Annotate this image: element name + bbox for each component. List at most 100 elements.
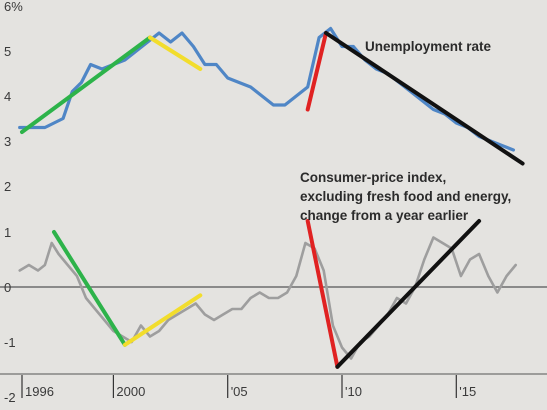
- x-tick-label: '10: [345, 384, 362, 399]
- unemployment-series-point: [53, 122, 55, 124]
- cpi-series-point: [176, 313, 179, 316]
- cpi-series-point: [57, 253, 60, 255]
- cpi-series-point: [103, 319, 106, 321]
- unemployment-series-point: [135, 50, 138, 52]
- unemployment-series-point: [18, 126, 21, 129]
- unemployment-series-point: [318, 36, 320, 39]
- unemployment-annotation-line: [148, 35, 203, 71]
- unemployment-series-point: [306, 86, 309, 88]
- unemployment-title: Unemployment rate: [365, 39, 492, 54]
- unemployment-series-point: [226, 77, 229, 79]
- cpi-series-point: [140, 324, 142, 327]
- unemployment-series-point: [421, 99, 423, 102]
- cpi-series-point: [76, 275, 78, 277]
- unemployment-series-point: [101, 68, 103, 70]
- cpi-series-point: [222, 313, 225, 316]
- unemployment-y-tick-label: 6%: [4, 0, 23, 14]
- cpi-series-point: [18, 269, 21, 272]
- cpi-y-tick-label: -1: [4, 335, 16, 350]
- unemployment-series-point: [89, 63, 92, 66]
- cpi-series-point: [231, 308, 234, 310]
- cpi-series-point: [423, 258, 426, 261]
- unemployment-series-point: [158, 32, 161, 34]
- unemployment-series-point: [329, 27, 332, 30]
- cpi-series-point: [167, 319, 170, 321]
- cpi-series-point: [332, 324, 334, 327]
- cpi-series-point: [496, 291, 499, 294]
- unemployment-series-point: [80, 81, 83, 84]
- cpi-series-point: [204, 313, 206, 316]
- unemployment-series-point: [32, 126, 35, 129]
- cpi-series-line: [18, 236, 518, 360]
- cpi-series-point: [304, 242, 307, 244]
- cpi-series-point: [249, 297, 252, 299]
- cpi-series-point: [405, 302, 407, 305]
- cpi-series-point: [514, 264, 517, 266]
- cpi-series-point: [322, 269, 325, 272]
- unemployment-y-tick-label: 5: [4, 44, 11, 59]
- unemployment-series-point: [204, 63, 206, 66]
- cpi-series-point: [487, 275, 490, 277]
- unemployment-series-point: [432, 108, 435, 111]
- cpi-series-point: [258, 291, 261, 294]
- cpi-series-point: [213, 319, 215, 321]
- cpi-series-point: [37, 269, 39, 272]
- cpi-series-point: [66, 264, 69, 266]
- unemployment-series-point: [272, 104, 275, 106]
- cpi-series-point: [194, 302, 197, 305]
- unemployment-series-point: [295, 95, 298, 97]
- unemployment-series-point: [215, 63, 218, 66]
- unemployment-y-tick-label: 2: [4, 179, 11, 194]
- cpi-annotation-line: [305, 219, 340, 369]
- unemployment-series-point: [352, 45, 355, 48]
- x-tick-label: '05: [231, 384, 248, 399]
- cpi-series-point: [268, 297, 270, 299]
- cpi-series-point: [85, 297, 87, 299]
- cpi-series-point: [341, 346, 343, 349]
- unemployment-series-point: [284, 104, 286, 106]
- unemployment-series-point: [44, 126, 46, 129]
- cpi-title-line-3: change from a year earlier: [300, 208, 469, 223]
- cpi-series-point: [28, 264, 30, 266]
- cpi-series-point: [240, 308, 243, 310]
- cpi-series-point: [460, 275, 462, 277]
- cpi-series-point: [478, 253, 480, 255]
- cpi-series-point: [441, 242, 444, 244]
- unemployment-series-point: [181, 32, 183, 34]
- cpi-series-point: [505, 275, 508, 277]
- cpi-series-point: [286, 291, 288, 294]
- unemployment-series-point: [249, 86, 252, 88]
- tick-layer: 6% 5 4 3 2 1 0 -1 -2 1996 2000 '05 '10 '15: [4, 0, 476, 405]
- cpi-series-point: [185, 308, 188, 310]
- cpi-annotation-line: [122, 293, 203, 347]
- unemployment-series-point: [169, 41, 172, 43]
- x-tick-label: 2000: [116, 384, 145, 399]
- cpi-series-point: [350, 357, 352, 360]
- unemployment-y-tick-label: 3: [4, 134, 11, 149]
- cpi-title-line-1: Consumer-price index,: [300, 170, 446, 185]
- cpi-series-point: [277, 297, 279, 299]
- cpi-y-tick-label: -2: [4, 390, 16, 405]
- unemployment-series-point: [124, 59, 126, 61]
- unemployment-annotation-line: [20, 35, 152, 134]
- cpi-series-point: [158, 330, 161, 332]
- unemployment-series-point: [501, 144, 503, 147]
- cpi-y-tick-label: 1: [4, 225, 11, 240]
- annotation-lines-layer: [20, 31, 525, 369]
- cpi-series-point: [50, 242, 53, 244]
- x-tick-label: 1996: [25, 384, 54, 399]
- cpi-series-point: [396, 297, 398, 299]
- cpi-series-point: [94, 308, 96, 310]
- unemployment-series-point: [62, 117, 64, 120]
- cpi-series-point: [432, 236, 435, 239]
- unemployment-annotation-line: [324, 31, 525, 166]
- unemployment-series-point: [261, 95, 263, 97]
- unemployment-series-point: [238, 81, 241, 84]
- cpi-y-tick-label: 0: [4, 280, 11, 295]
- unemployment-annotation-line: [305, 31, 328, 112]
- unemployment-series-point: [192, 45, 195, 48]
- cpi-title-line-2: excluding fresh food and energy,: [300, 189, 511, 204]
- cpi-series-point: [469, 258, 471, 261]
- cpi-series-point: [44, 264, 46, 266]
